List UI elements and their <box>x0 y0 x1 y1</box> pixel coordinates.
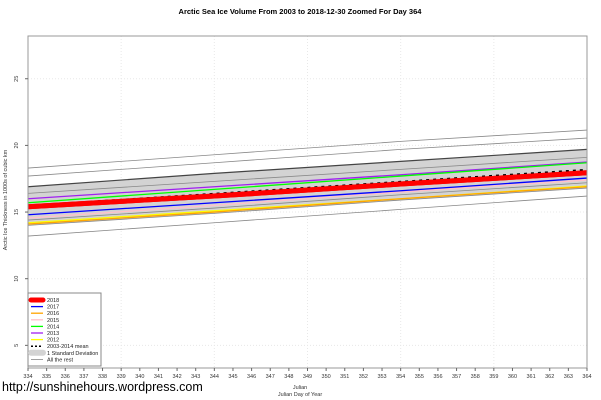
y-tick-label: 5 <box>14 344 20 347</box>
x-tick-label: 345 <box>228 374 237 380</box>
x-tick-label: 340 <box>135 374 144 380</box>
watermark: http://sunshinehours.wordpress.com <box>2 380 203 394</box>
x-axis-label-2: Julian Day of Year <box>278 392 323 398</box>
x-tick-label: 349 <box>303 374 312 380</box>
rest-line <box>27 187 588 226</box>
x-tick-label: 344 <box>210 374 219 380</box>
chart-title: Arctic Sea Ice Volume From 2003 to 2018-… <box>179 7 423 16</box>
y-tick-label: 10 <box>14 276 20 282</box>
x-tick-label: 353 <box>377 374 386 380</box>
x-tick-label: 354 <box>396 374 405 380</box>
x-axis-label: Julian <box>293 385 307 391</box>
series-line-2013 <box>27 161 588 200</box>
x-tick-label: 338 <box>98 374 107 380</box>
rest-line <box>27 137 588 177</box>
legend-label: 2018 <box>47 298 59 304</box>
y-tick-label: 15 <box>14 209 20 215</box>
x-tick-label: 348 <box>284 374 293 380</box>
x-tick-label: 336 <box>61 374 70 380</box>
x-tick-label: 342 <box>172 374 181 380</box>
rest-line <box>27 182 588 221</box>
x-tick-label: 361 <box>527 374 536 380</box>
x-tick-label: 352 <box>359 374 368 380</box>
x-tick-label: 335 <box>42 374 51 380</box>
legend-label: 2013 <box>47 331 59 337</box>
y-tick-label: 25 <box>14 76 20 82</box>
x-tick-label: 346 <box>247 374 256 380</box>
x-tick-label: 347 <box>266 374 275 380</box>
legend-label: All the rest <box>47 357 73 363</box>
x-tick-label: 357 <box>452 374 461 380</box>
x-tick-label: 363 <box>564 374 573 380</box>
series-line-2015 <box>27 179 588 219</box>
x-tick-label: 356 <box>433 374 442 380</box>
rest-line <box>27 148 588 188</box>
legend-label: 2012 <box>47 338 59 344</box>
rest-line <box>27 195 588 237</box>
legend-label: 2015 <box>47 318 59 324</box>
x-tick-label: 355 <box>415 374 424 380</box>
x-tick-label: 358 <box>471 374 480 380</box>
x-tick-label: 364 <box>582 374 591 380</box>
x-tick-label: 341 <box>154 374 163 380</box>
x-tick-label: 362 <box>545 374 554 380</box>
series-line-2016 <box>27 186 588 225</box>
x-tick-label: 360 <box>508 374 517 380</box>
y-tick-label: 20 <box>14 142 20 148</box>
rest-line <box>27 156 588 194</box>
x-tick-label: 337 <box>79 374 88 380</box>
x-tick-label: 351 <box>340 374 349 380</box>
rest-line <box>27 129 588 169</box>
legend-label: 1 Standard Deviation <box>47 351 98 357</box>
legend-label: 2003-2014 mean <box>47 344 89 350</box>
x-tick-label: 359 <box>489 374 498 380</box>
x-tick-label: 343 <box>191 374 200 380</box>
y-axis-label: Arctic Ice Thickness in 1000s of cubic k… <box>3 149 9 250</box>
series-line-2018-top <box>27 170 588 210</box>
legend-label: 2017 <box>47 305 59 311</box>
legend-label: 2016 <box>47 311 59 317</box>
x-tick-label: 339 <box>117 374 126 380</box>
series-line-2017 <box>27 177 588 216</box>
x-tick-label: 334 <box>23 374 32 380</box>
legend-label: 2014 <box>47 324 59 330</box>
x-tick-label: 350 <box>322 374 331 380</box>
series-line-2014 <box>27 162 588 204</box>
